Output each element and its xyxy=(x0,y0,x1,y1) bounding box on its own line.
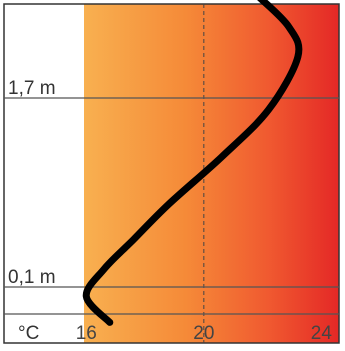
height-label-1-7m: 1,7 m xyxy=(8,78,56,99)
chart-frame xyxy=(3,3,340,344)
height-label-0-1m: 0,1 m xyxy=(8,267,56,288)
temperature-profile-line xyxy=(82,0,303,326)
x-tick-label-16: 16 xyxy=(76,323,97,344)
x-tick-label-20: 20 xyxy=(193,323,214,344)
x-axis-unit-label: °C xyxy=(18,323,39,344)
x-tick-label-24: 24 xyxy=(311,323,333,344)
